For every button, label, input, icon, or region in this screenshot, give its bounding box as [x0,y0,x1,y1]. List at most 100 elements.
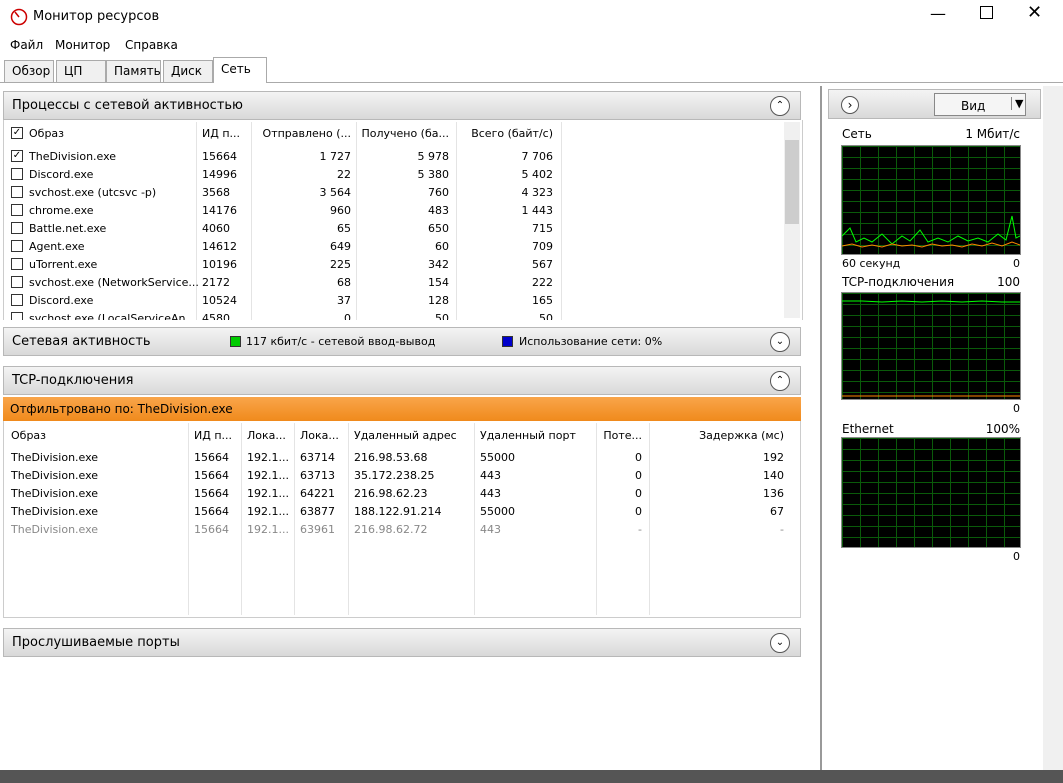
tab[interactable]: Сеть [213,57,267,83]
cell: 443 [480,487,501,500]
ports-header[interactable]: Прослушиваемые порты ⌄ [3,628,801,657]
cell: 50 [435,312,449,320]
row-checkbox[interactable]: ✓ [11,150,23,162]
tab[interactable]: Диск [163,60,213,82]
cell: 55000 [480,505,515,518]
collapse[interactable]: ⌃ [770,96,790,116]
cell: 5 380 [417,168,450,181]
cell: 55000 [480,451,515,464]
cell: Battle.net.exe [29,222,107,235]
column-header[interactable]: Удаленный адрес [354,429,457,442]
cell: 760 [428,186,449,199]
close[interactable]: ✕ [1027,2,1043,23]
cell: 649 [330,240,351,253]
row-checkbox[interactable] [11,294,23,306]
tab[interactable]: ЦП [56,60,106,82]
graph-min: 0 [1013,257,1020,270]
row-checkbox[interactable] [11,276,23,288]
column-separator [456,122,457,320]
column-header[interactable]: ИД п... [194,429,233,442]
column-separator [474,423,475,615]
column-header[interactable]: Поте... [603,429,642,442]
row-checkbox[interactable] [11,222,23,234]
column-separator [649,423,650,615]
splitter [820,86,822,776]
column-header[interactable]: Задержка (мс) [699,429,784,442]
cell: 63713 [300,469,335,482]
filter-text: Отфильтровано по: TheDivision.exe [10,402,233,416]
cell: 4 323 [521,186,554,199]
cell: 15664 [194,523,229,536]
cell: 64221 [300,487,335,500]
cell: 1 443 [521,204,554,217]
cell: 3568 [202,186,230,199]
expand[interactable]: ⌄ [770,633,790,653]
expand[interactable]: ⌄ [770,332,790,352]
collapse[interactable]: ⌃ [770,371,790,391]
processes-title: Процессы с сетевой активностью [12,98,243,113]
row-checkbox[interactable] [11,168,23,180]
maximize[interactable] [980,6,993,19]
side-toggle[interactable]: › [841,96,859,114]
header-checkbox[interactable]: ✓ [11,127,23,139]
view-button[interactable]: Вид ▼ [934,93,1026,116]
cell: 216.98.62.23 [354,487,428,500]
cell: 65 [337,222,351,235]
cell: 140 [763,469,784,482]
row-checkbox[interactable] [11,312,23,320]
menu-item[interactable]: Справка [125,38,178,52]
cell: 0 [635,487,642,500]
cell: 188.122.91.214 [354,505,442,518]
cell: 10524 [202,294,237,307]
column-header[interactable]: Образ [29,127,65,140]
column-header[interactable]: Получено (ба... [361,127,449,140]
graph-title: Сеть [842,127,872,141]
column-header[interactable]: ИД п... [202,127,241,140]
filter-bar: Отфильтровано по: TheDivision.exe [3,397,801,421]
cell: 567 [532,258,553,271]
graph [841,292,1021,400]
window-title: Монитор ресурсов [33,9,160,24]
processes-header[interactable]: Процессы с сетевой активностью ⌃ [3,91,801,120]
tab[interactable]: Память [106,60,161,82]
tcp-header[interactable]: TCP-подключения ⌃ [3,366,801,395]
column-header[interactable]: Лока... [247,429,286,442]
tcp-table: Образ ИД п... Лока... Лока... Удаленный адре… [3,421,801,618]
graph-min: 0 [1013,550,1020,563]
cell: 192 [763,451,784,464]
minimize[interactable]: — [930,4,946,23]
tcp-title: TCP-подключения [12,373,134,388]
cell: - [638,523,642,536]
activity-header[interactable]: Сетевая активность 117 кбит/с - сетевой … [3,327,801,356]
cell: TheDivision.exe [29,150,117,163]
cell: 192.1... [247,523,289,536]
column-header[interactable]: Удаленный порт [480,429,576,442]
cell: 15664 [194,487,229,500]
menu-item[interactable]: Монитор [55,38,111,52]
row-checkbox[interactable] [11,258,23,270]
graph-title: TCP-подключения [842,275,955,289]
usage-label: Использование сети: 0% [519,335,663,348]
cell: 483 [428,204,449,217]
desktop-strip [0,770,1063,783]
cell: TheDivision.exe [11,469,99,482]
column-header[interactable]: Всего (байт/с) [471,127,553,140]
tcp-graph-lines [842,300,1020,397]
cell: 192.1... [247,469,289,482]
row-checkbox[interactable] [11,240,23,252]
column-header[interactable]: Отправлено (... [262,127,351,140]
column-separator [294,423,295,615]
column-header[interactable]: Лока... [300,429,339,442]
cell: 192.1... [247,505,289,518]
menu-item[interactable]: Файл [10,38,44,52]
io-label: 117 кбит/с - сетевой ввод-вывод [246,335,436,348]
tab[interactable]: Обзор [4,60,54,82]
cell: svchost.exe (utcsvc -p) [29,186,157,199]
column-header[interactable]: Образ [11,429,47,442]
row-checkbox[interactable] [11,204,23,216]
column-separator [251,122,252,320]
cell: 222 [532,276,553,289]
cell: 1 727 [319,150,352,163]
row-checkbox[interactable] [11,186,23,198]
